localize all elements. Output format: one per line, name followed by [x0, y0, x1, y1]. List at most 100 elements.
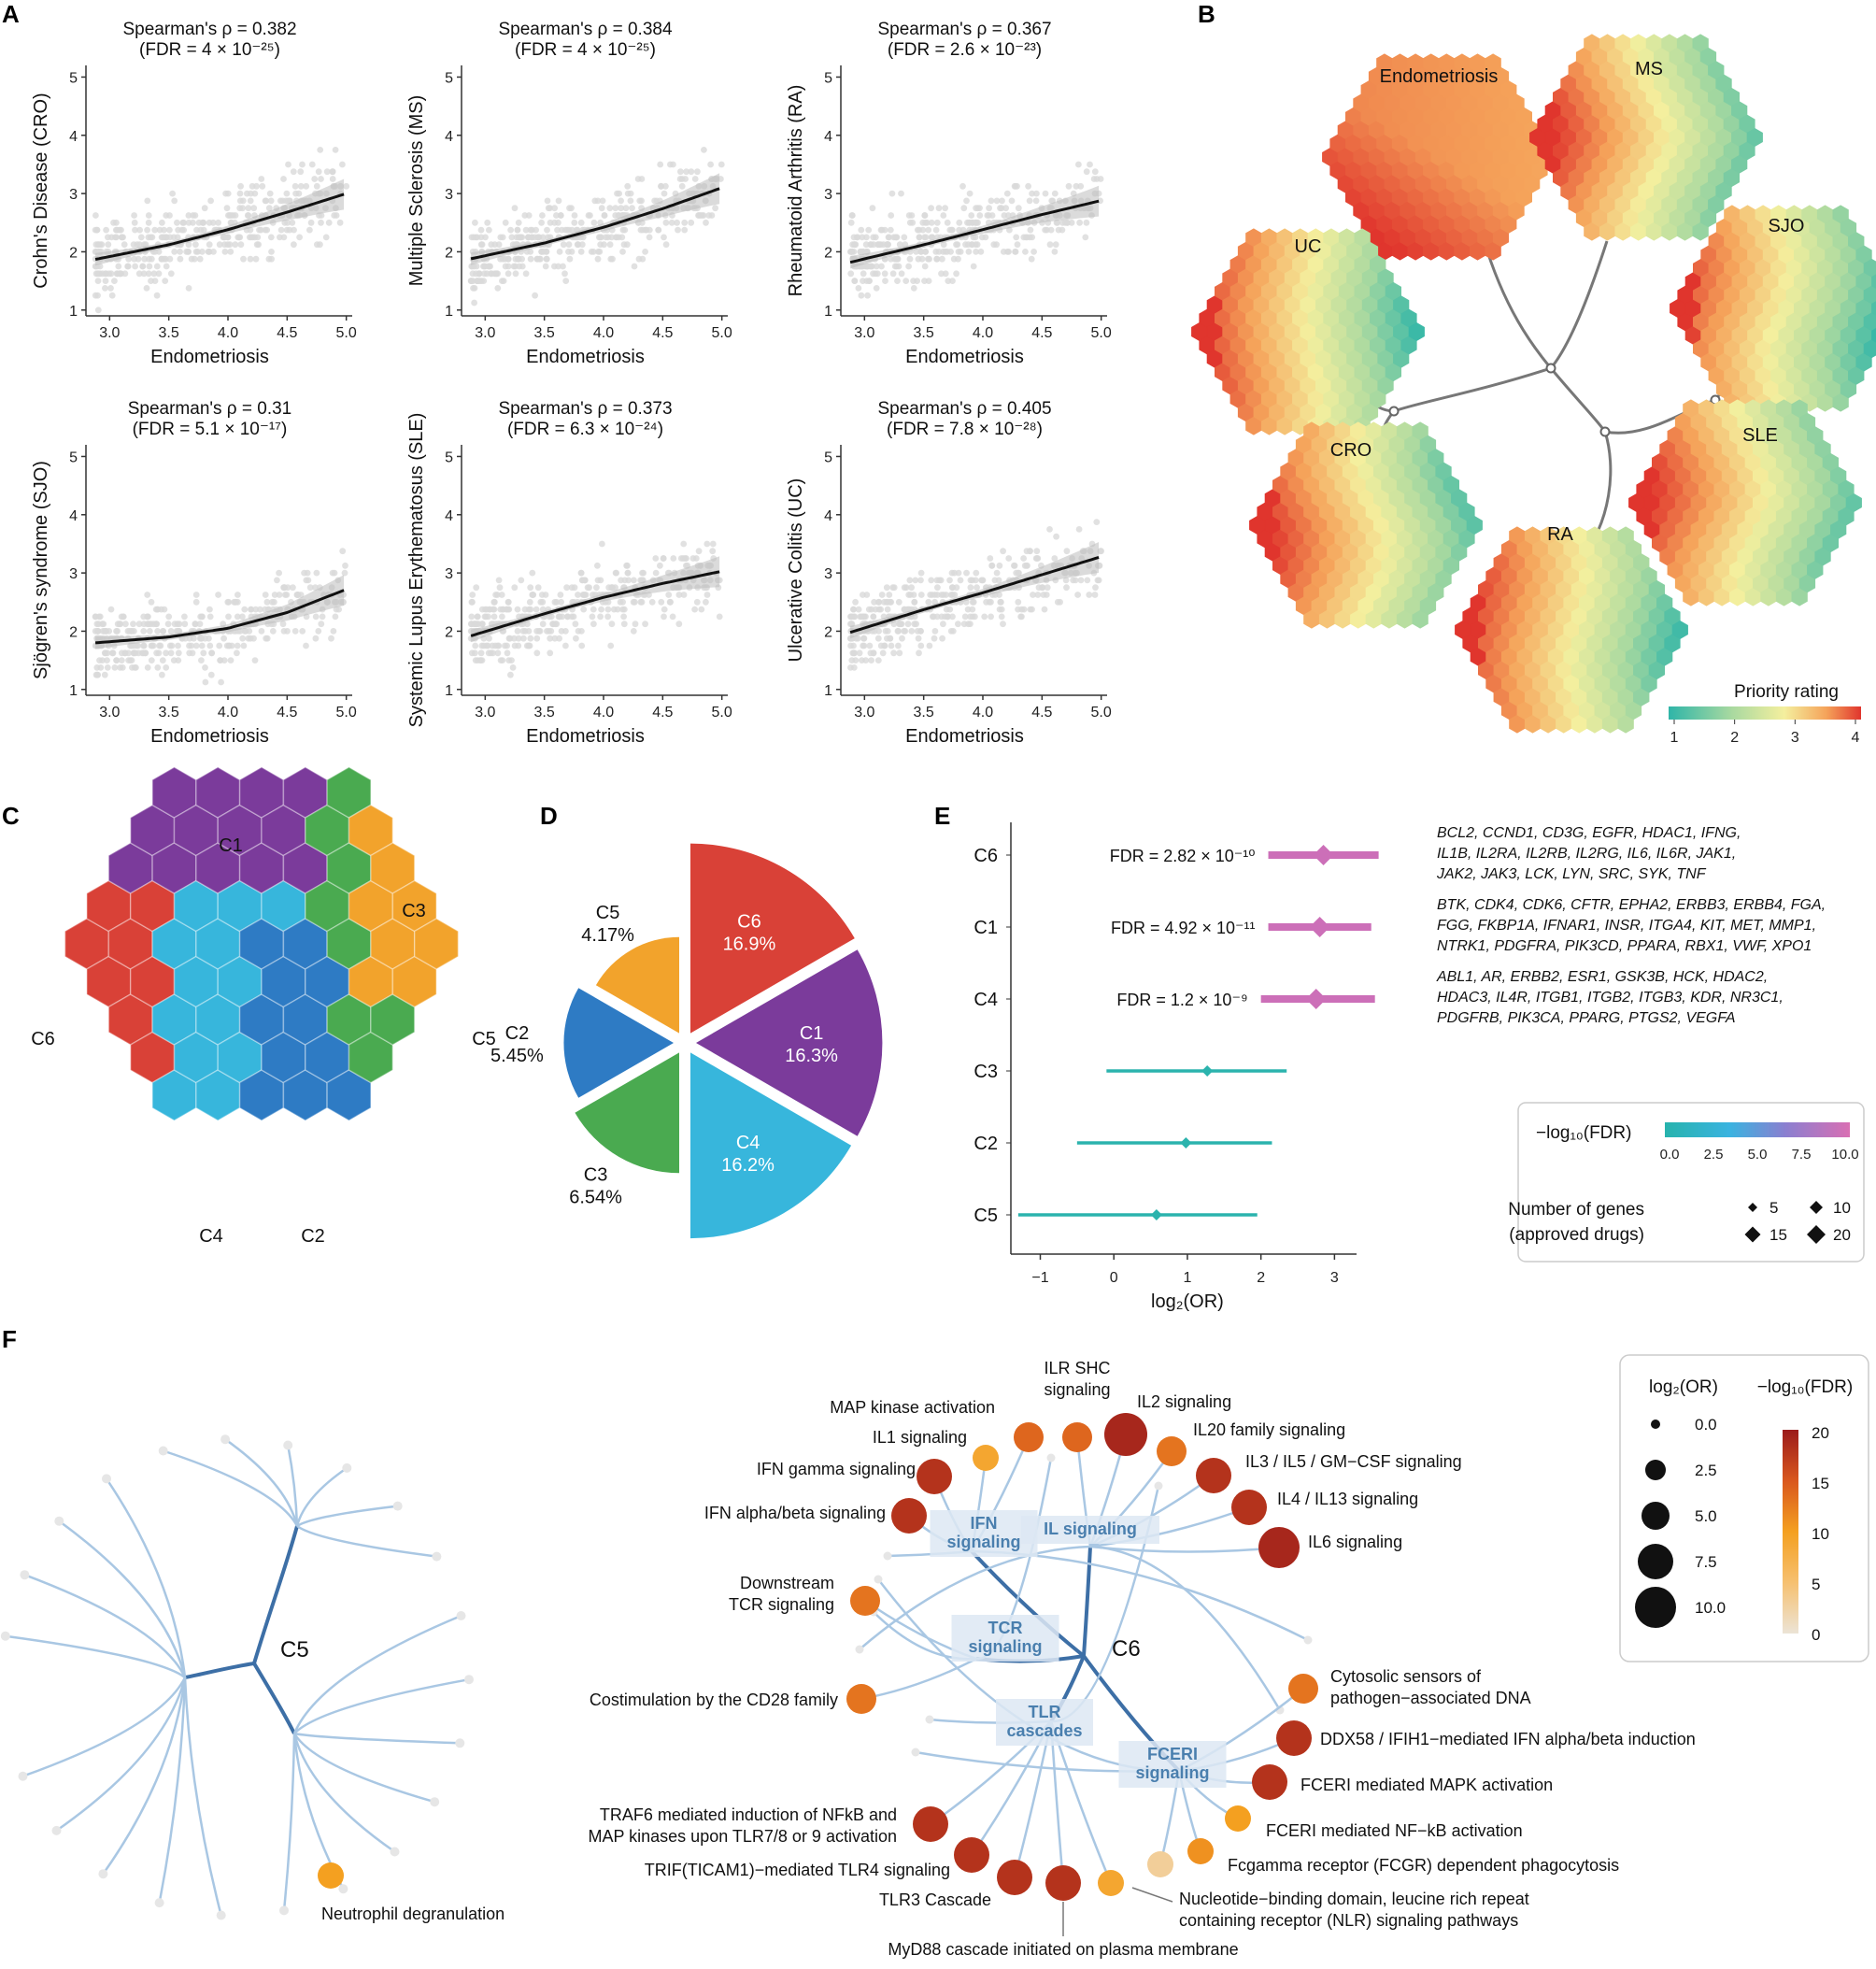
x-tick-label: 5.0	[336, 705, 357, 721]
data-point	[881, 599, 888, 606]
data-point	[129, 657, 135, 663]
data-point	[112, 664, 119, 671]
data-point	[571, 220, 577, 226]
data-point	[963, 570, 970, 577]
data-point	[1043, 191, 1049, 197]
data-point	[898, 191, 904, 197]
data-point	[234, 643, 241, 649]
term-dot	[1252, 1764, 1287, 1800]
category-label: signaling	[1135, 1763, 1209, 1782]
data-point	[117, 621, 123, 627]
x-tick-label: 4.0	[218, 705, 238, 721]
y-tick-label: 1	[445, 304, 453, 320]
data-point	[544, 256, 550, 263]
scatter-subplot-6: 123453.0 3.5 4.0 4.5 5.0EndometriosisUlcerat…	[786, 399, 1112, 747]
data-point	[849, 212, 856, 219]
data-point	[920, 227, 927, 234]
leaf-dot	[455, 1738, 464, 1748]
data-point	[318, 176, 324, 182]
data-point	[1021, 606, 1028, 613]
branch	[294, 1616, 462, 1734]
cluster-label-c4: C4	[199, 1226, 223, 1247]
som-map-label: UC	[1295, 236, 1322, 257]
gene-list: JAK2, JAK3, LCK, LYN, SRC, SYK, TNF	[1436, 866, 1707, 882]
data-point	[557, 249, 563, 255]
data-point	[95, 278, 102, 284]
data-point	[105, 664, 111, 671]
data-point	[283, 198, 290, 205]
data-point	[527, 584, 533, 591]
data-point	[222, 249, 229, 255]
data-point	[661, 235, 667, 241]
data-point	[247, 235, 253, 241]
subplot-title: Spearman's ρ = 0.367	[877, 20, 1051, 39]
data-point	[632, 264, 638, 270]
data-point	[289, 220, 295, 226]
data-point	[974, 584, 980, 591]
term-label: IL2 signaling	[1137, 1392, 1231, 1411]
branch	[107, 1478, 185, 1677]
slice-name: C6	[737, 912, 761, 933]
data-point	[225, 599, 232, 606]
slice-name: C5	[596, 903, 620, 923]
data-point	[563, 584, 570, 591]
data-point	[484, 220, 490, 226]
category-label: IFN	[971, 1514, 998, 1533]
data-point	[103, 278, 109, 284]
data-point	[993, 241, 1000, 248]
data-point	[859, 614, 865, 621]
branch	[185, 1677, 221, 1916]
term-label: Downstream	[740, 1574, 834, 1592]
data-point	[499, 592, 505, 598]
y-axis-label: Rheumatoid Arthritis (RA)	[786, 85, 806, 297]
tree-node	[1601, 428, 1610, 436]
data-point	[562, 227, 569, 234]
term-dot	[913, 1806, 948, 1842]
data-point	[691, 606, 698, 613]
data-point	[1029, 256, 1035, 263]
data-point	[186, 212, 192, 219]
data-point	[949, 278, 956, 284]
data-point	[875, 635, 882, 642]
data-point	[483, 643, 490, 649]
data-point	[215, 592, 221, 598]
data-point	[231, 599, 237, 606]
y-tick-label: 2	[824, 624, 832, 640]
term-label: MAP kinase activation	[830, 1398, 995, 1417]
data-point	[224, 241, 231, 248]
x-axis-label: Endometriosis	[526, 726, 645, 747]
data-point	[515, 643, 521, 649]
data-point	[596, 235, 603, 241]
data-point	[93, 672, 100, 678]
data-point	[967, 191, 974, 197]
data-point	[663, 241, 670, 248]
data-point	[144, 227, 150, 234]
gene-list: BTK, CDK4, CDK6, CFTR, EPHA2, ERBB3, ERB…	[1437, 897, 1826, 913]
data-point	[206, 643, 213, 649]
term-dot	[1231, 1490, 1267, 1525]
data-point	[902, 628, 908, 635]
data-point	[491, 606, 498, 613]
scatter-subplot-4: 123453.0 3.5 4.0 4.5 5.0EndometriosisSjögren…	[31, 399, 357, 747]
data-point	[855, 235, 861, 241]
x-tick-label: 4.0	[973, 325, 993, 341]
data-point	[1027, 606, 1033, 613]
legend-size-label: 2.5	[1695, 1462, 1717, 1479]
data-point	[1047, 241, 1054, 248]
data-point	[138, 235, 145, 241]
data-point	[527, 599, 533, 606]
data-point	[250, 205, 257, 211]
data-point	[965, 606, 972, 613]
y-axis-label: Crohn's Disease (CRO)	[31, 93, 51, 288]
data-point	[964, 220, 971, 226]
leaf-dot	[874, 1576, 883, 1584]
data-point	[532, 292, 538, 299]
data-point	[320, 614, 326, 621]
data-point	[140, 628, 147, 635]
data-point	[476, 270, 483, 277]
data-point	[176, 649, 182, 656]
data-point	[895, 643, 902, 649]
data-point	[619, 249, 626, 255]
data-point	[679, 183, 686, 190]
x-tick-label: 4.5	[1031, 705, 1052, 721]
